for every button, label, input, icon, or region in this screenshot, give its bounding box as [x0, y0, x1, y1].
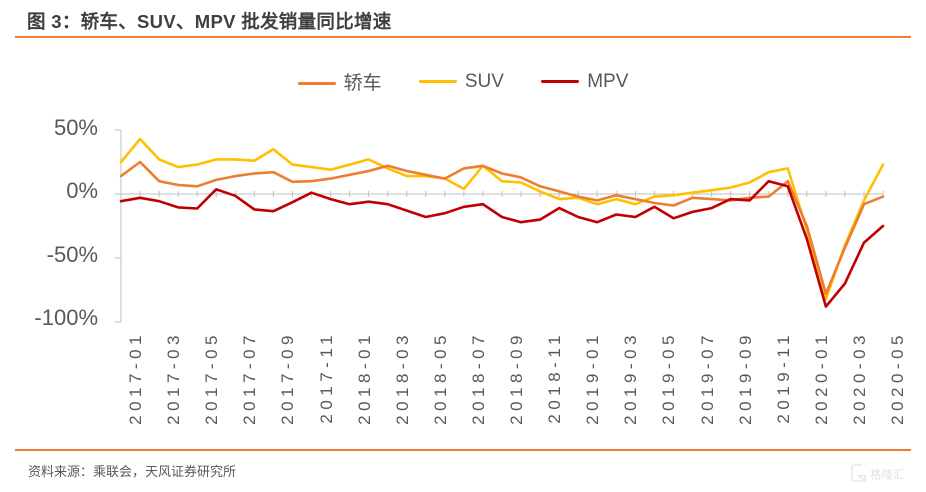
svg-text:格隆汇: 格隆汇	[870, 468, 905, 482]
